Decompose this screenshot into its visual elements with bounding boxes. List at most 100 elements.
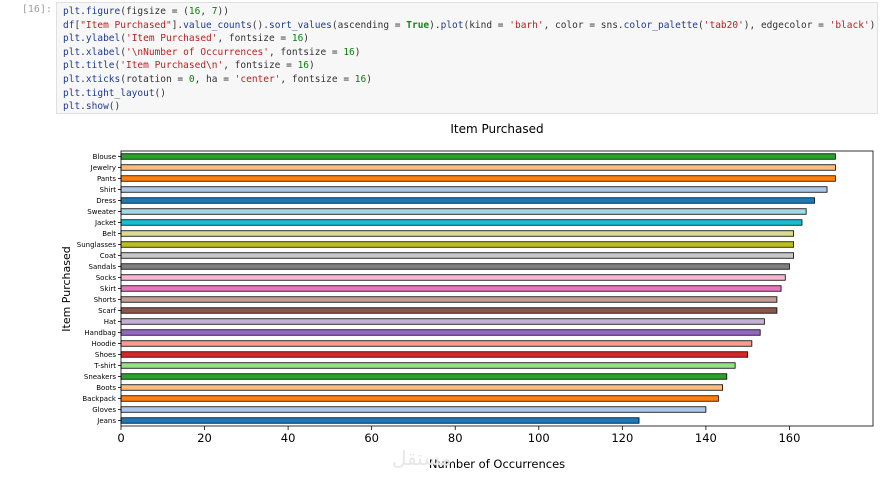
code-token: tight_layout bbox=[85, 87, 155, 99]
code-token: () bbox=[108, 101, 121, 113]
y-tick-label: Coat bbox=[100, 252, 116, 260]
cell-output: Item Purchased Item Purchased Number of … bbox=[0, 116, 891, 483]
y-tick-label: Handbag bbox=[84, 329, 116, 337]
code-token: , fontsize = bbox=[280, 73, 355, 85]
code-token: ( bbox=[114, 60, 121, 72]
x-tick-label: 80 bbox=[448, 431, 463, 445]
bar-sweater bbox=[120, 208, 807, 215]
code-token: value_counts bbox=[183, 19, 252, 31]
x-tick-label: 160 bbox=[778, 431, 800, 445]
code-token: 'tab20' bbox=[703, 19, 744, 31]
bar-handbag bbox=[120, 329, 761, 336]
code-token: plt bbox=[63, 101, 81, 113]
y-tick-label: Hoodie bbox=[91, 340, 116, 348]
code-token: , bbox=[200, 6, 212, 17]
code-token: ( bbox=[120, 46, 126, 58]
code-line: plt.ylabel('Item Purchased', fontsize = … bbox=[63, 32, 871, 46]
bar-socks bbox=[120, 274, 786, 281]
bar-blouse bbox=[120, 153, 836, 160]
x-axis-label: Number of Occurrences bbox=[429, 457, 565, 471]
code-token: , fontsize = bbox=[217, 33, 292, 45]
bar-sandals bbox=[120, 263, 790, 270]
y-tick-label: Shirt bbox=[100, 186, 117, 194]
code-line: plt.figure(figsize = (16, 7)) bbox=[63, 5, 871, 19]
bar-skirt bbox=[120, 285, 782, 292]
bar-hat bbox=[120, 318, 765, 325]
code-token: ) bbox=[303, 33, 310, 45]
code-line: plt.xticks(rotation = 0, ha = 'center', … bbox=[63, 73, 871, 87]
code-token: ), edgecolor = bbox=[743, 19, 830, 31]
code-token: 16 bbox=[297, 60, 310, 72]
y-tick-label: Belt bbox=[102, 230, 116, 238]
code-token: ( bbox=[120, 33, 126, 45]
bar-gloves bbox=[120, 406, 707, 413]
code-line: plt.tight_layout() bbox=[63, 87, 871, 101]
code-line: plt.show() bbox=[63, 100, 871, 113]
y-tick-label: Sandals bbox=[89, 263, 117, 271]
bar-jewelry bbox=[120, 164, 836, 171]
y-tick-label: Skirt bbox=[100, 285, 116, 293]
code-line: plt.title('Item Purchased\n', fontsize =… bbox=[63, 59, 871, 73]
y-tick-label: Jeans bbox=[96, 417, 116, 425]
code-token: 16 bbox=[354, 73, 367, 85]
code-token: . bbox=[80, 6, 86, 17]
code-token: plt bbox=[63, 60, 81, 72]
code-token: ylabel bbox=[85, 33, 121, 45]
y-tick-label: Shorts bbox=[94, 296, 117, 304]
code-token: () bbox=[154, 87, 166, 99]
code-token: title bbox=[85, 60, 115, 72]
code-token: 16 bbox=[188, 6, 201, 17]
code-token: show bbox=[85, 101, 109, 113]
code-token: ]. bbox=[171, 19, 184, 31]
code-token: plt bbox=[63, 33, 81, 45]
x-tick-label: 40 bbox=[281, 431, 296, 445]
code-token: 16 bbox=[291, 33, 304, 45]
bar-scarf bbox=[120, 307, 778, 314]
code-token: ) bbox=[869, 19, 876, 31]
y-tick-label: T-shirt bbox=[93, 362, 116, 370]
code-token: [ bbox=[74, 19, 81, 31]
code-token: plt bbox=[63, 6, 81, 17]
code-token: . bbox=[80, 60, 86, 72]
code-line: df["Item Purchased"].value_counts().sort… bbox=[63, 19, 875, 33]
y-tick-label: Gloves bbox=[92, 406, 116, 414]
y-tick-label: Hat bbox=[104, 318, 117, 326]
bar-jacket bbox=[120, 219, 803, 226]
y-tick-label: Jacket bbox=[94, 219, 116, 227]
y-tick-label: Shoes bbox=[95, 351, 116, 359]
bar-boots bbox=[120, 384, 723, 391]
code-token: df bbox=[63, 19, 75, 31]
code-token: color_palette bbox=[623, 19, 699, 31]
y-tick-label: Pants bbox=[97, 175, 116, 183]
y-tick-label: Sunglasses bbox=[77, 241, 117, 249]
bar-chart: Item Purchased Item Purchased Number of … bbox=[60, 122, 874, 471]
bar-shoes bbox=[120, 351, 749, 358]
bars bbox=[120, 153, 836, 424]
code-token: (kind = bbox=[463, 19, 510, 31]
code-cell[interactable]: plt.figure(figsize = (16, 7)) df["Item Pu… bbox=[56, 2, 878, 114]
y-tick-label: Sweater bbox=[87, 208, 116, 216]
code-token: , fontsize = bbox=[268, 46, 344, 58]
code-token: sort_values bbox=[268, 19, 332, 31]
code-token: 7 bbox=[211, 6, 218, 17]
code-token: plt bbox=[63, 73, 81, 85]
code-token: ) bbox=[354, 46, 361, 58]
code-token: xticks bbox=[85, 73, 121, 85]
y-tick-label: Backpack bbox=[82, 395, 117, 403]
y-tick-label: Blouse bbox=[93, 153, 116, 161]
x-tick-label: 0 bbox=[117, 431, 124, 445]
y-axis-label: Item Purchased bbox=[60, 246, 73, 331]
code-token: 'Item Purchased\n' bbox=[120, 60, 224, 72]
code-token: '\nNumber of Occurrences' bbox=[125, 46, 269, 58]
bar-jeans bbox=[120, 417, 640, 424]
x-tick-label: 120 bbox=[611, 431, 633, 445]
y-tick-label: Scarf bbox=[98, 307, 116, 315]
code-token: (figsize = ( bbox=[120, 6, 189, 17]
code-token: 0 bbox=[188, 73, 195, 85]
bar-belt bbox=[120, 230, 795, 237]
code-token: 'center' bbox=[234, 73, 281, 85]
code-token: figure bbox=[85, 6, 121, 17]
y-tick-label: Sneakers bbox=[84, 373, 116, 381]
code-token: True bbox=[406, 19, 430, 31]
code-token: . bbox=[80, 46, 86, 58]
